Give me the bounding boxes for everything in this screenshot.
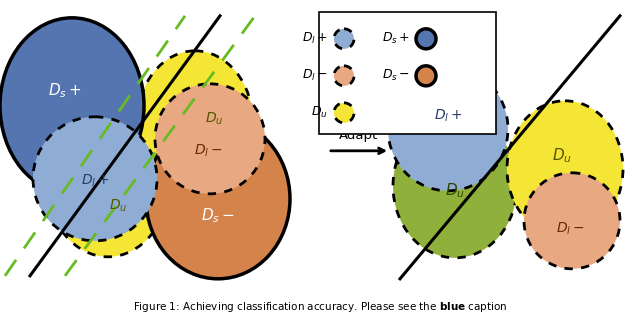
Ellipse shape <box>393 114 517 258</box>
Ellipse shape <box>416 29 436 49</box>
Ellipse shape <box>416 66 436 86</box>
Ellipse shape <box>33 117 157 241</box>
Text: $D_s+$: $D_s+$ <box>48 81 82 100</box>
FancyBboxPatch shape <box>319 12 496 134</box>
Text: $D_u$: $D_u$ <box>552 146 572 165</box>
Text: $D_u$: $D_u$ <box>311 105 328 120</box>
Text: $D_s-$: $D_s-$ <box>382 68 410 83</box>
Ellipse shape <box>524 173 620 269</box>
Text: $D_s+$: $D_s+$ <box>382 31 410 46</box>
Text: $D_u$: $D_u$ <box>109 197 127 214</box>
Ellipse shape <box>388 67 508 191</box>
Ellipse shape <box>334 103 354 123</box>
Ellipse shape <box>146 119 290 279</box>
Ellipse shape <box>334 66 354 86</box>
Text: Adapt: Adapt <box>339 129 379 142</box>
Text: $D_l+$: $D_l+$ <box>81 173 109 189</box>
Ellipse shape <box>334 29 354 49</box>
Text: Figure 1: Achieving classification accuracy. Please see the $\bf{blue}$ caption: Figure 1: Achieving classification accur… <box>132 300 508 314</box>
Text: $D_l+$: $D_l+$ <box>434 107 462 124</box>
Text: $D_u$: $D_u$ <box>205 111 223 127</box>
Ellipse shape <box>155 84 265 194</box>
Text: $D_l-$: $D_l-$ <box>302 68 328 83</box>
Ellipse shape <box>0 18 144 194</box>
Ellipse shape <box>137 51 253 195</box>
Text: $D_l-$: $D_l-$ <box>194 143 222 159</box>
Ellipse shape <box>46 101 170 257</box>
Text: $D_s-$: $D_s-$ <box>201 206 235 225</box>
Ellipse shape <box>507 101 623 237</box>
Text: $D_l-$: $D_l-$ <box>556 221 584 237</box>
Text: $D_u$: $D_u$ <box>445 181 465 200</box>
Text: $D_l+$: $D_l+$ <box>302 31 328 46</box>
